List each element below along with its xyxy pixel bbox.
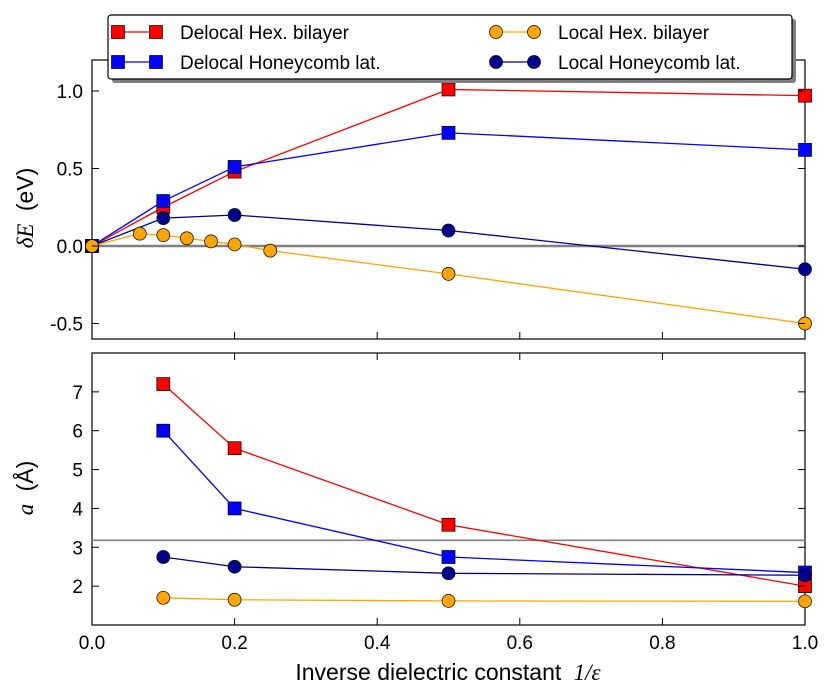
data-point-local-hex-bilayer (263, 243, 278, 258)
panel-bottom-series-delocal-hex-bilayer (156, 377, 812, 593)
panel-top-series-local-honeycomb-lat (85, 208, 812, 277)
data-point-delocal-hex-bilayer (441, 82, 456, 97)
x-tick-label: 1.0 (792, 633, 818, 654)
legend-label: Delocal Hex. bilayer (180, 23, 350, 44)
data-point-local-honeycomb-lat (227, 559, 242, 574)
series-line-local-honeycomb-lat (91, 214, 806, 270)
series-line-local-hex-bilayer (163, 597, 806, 602)
data-point-local-hex-bilayer (156, 590, 171, 605)
data-point-delocal-honeycomb-lat (798, 143, 812, 157)
panel-top-y-label-unit: (eV) (12, 168, 38, 211)
legend-entry-delocal-hex-bilayer: Delocal Hex. bilayer (111, 23, 350, 44)
panel-top-ytick-label: -0.5 (50, 315, 83, 336)
data-point-delocal-hex-bilayer (156, 377, 171, 391)
legend-marker (527, 25, 541, 39)
panel-bottom-series (156, 377, 812, 609)
panel-bottom: 7 6 5 4 3 2 0.0 0.2 0.4 0.6 0.8 1.0 a (Å) (11, 352, 818, 654)
panel-top-ytick-label: 0.5 (57, 160, 83, 181)
panel-bottom-ytick-label: 5 (72, 461, 83, 482)
panel-bottom-series-local-honeycomb-lat (156, 550, 812, 583)
data-point-local-honeycomb-lat (441, 223, 456, 238)
x-axis-label-math: 1/ε (574, 660, 602, 685)
data-point-delocal-honeycomb-lat (227, 160, 242, 174)
x-tick-label: 0.0 (79, 633, 105, 654)
data-point-delocal-hex-bilayer (441, 517, 456, 532)
legend: Delocal Hex. bilayer Local Hex. bilayer De… (107, 14, 796, 83)
data-point-local-honeycomb-lat (227, 208, 242, 222)
panel-top-y-label-math: δE (13, 224, 38, 249)
data-point-local-honeycomb-lat (441, 566, 456, 581)
panel-bottom-x-ticks: 0.0 0.2 0.4 0.6 0.8 1.0 (79, 353, 818, 654)
data-point-delocal-honeycomb-lat (156, 423, 171, 438)
panel-bottom-y-ticks: 7 6 5 4 3 2 (72, 383, 805, 598)
panel-top-x-ticks (91, 60, 806, 339)
data-point-delocal-honeycomb-lat (156, 194, 171, 208)
x-axis-label: Inverse dielectric constant 1/ε (295, 659, 601, 685)
data-point-delocal-honeycomb-lat (441, 125, 456, 140)
data-point-delocal-honeycomb-lat (227, 501, 242, 516)
data-point-local-honeycomb-lat (798, 568, 812, 583)
panel-top-frame (91, 59, 806, 340)
x-axis-label-text: Inverse dielectric constant (295, 659, 562, 685)
series-line-delocal-hex-bilayer (91, 88, 806, 247)
data-point-local-honeycomb-lat (798, 262, 812, 277)
data-point-delocal-hex-bilayer (798, 88, 812, 103)
legend-marker (489, 55, 503, 69)
legend-label: Local Honeycomb lat. (558, 53, 741, 74)
legend-box (107, 14, 793, 80)
legend-marker (527, 55, 541, 69)
data-point-local-hex-bilayer (798, 594, 812, 609)
legend-marker (111, 55, 125, 69)
legend-marker (111, 25, 125, 39)
data-point-local-hex-bilayer (441, 594, 456, 608)
panel-bottom-series-local-hex-bilayer (156, 590, 812, 609)
data-point-local-hex-bilayer (227, 237, 242, 252)
data-point-local-hex-bilayer (204, 234, 218, 249)
panel-bottom-ytick-label: 7 (72, 383, 83, 404)
panel-bottom-ytick-label: 4 (72, 499, 83, 520)
panel-bottom-ytick-label: 2 (72, 577, 83, 598)
legend-marker (149, 25, 163, 39)
panel-bottom-ytick-label: 6 (72, 422, 83, 443)
panel-top-y-label: δE (eV) (12, 168, 38, 249)
data-point-local-honeycomb-lat (156, 211, 171, 225)
panel-top-y-ticks: 1.0 0.5 0.0 -0.5 (50, 82, 805, 336)
x-tick-label: 0.6 (507, 633, 533, 654)
legend-entry-local-honeycomb-lat: Local Honeycomb lat. (489, 53, 741, 74)
panel-bottom-y-label-math: a (13, 504, 38, 516)
panel-bottom-frame (91, 352, 806, 626)
data-point-local-hex-bilayer (441, 267, 456, 281)
data-point-local-honeycomb-lat (156, 550, 171, 564)
series-line-delocal-hex-bilayer (162, 383, 806, 587)
panel-top-ytick-label: 0.0 (57, 237, 83, 258)
legend-marker (489, 25, 503, 39)
series-line-delocal-honeycomb-lat (162, 430, 806, 574)
panel-top-ytick-label: 1.0 (57, 82, 83, 103)
panel-top: 1.0 0.5 0.0 -0.5 δE (eV) (12, 59, 812, 340)
data-point-local-hex-bilayer (179, 231, 194, 246)
legend-label: Local Hex. bilayer (558, 23, 710, 44)
x-tick-label: 0.4 (364, 633, 391, 654)
legend-entry-delocal-honeycomb-lat: Delocal Honeycomb lat. (111, 53, 381, 74)
legend-label: Delocal Honeycomb lat. (180, 53, 381, 74)
panel-top-series (85, 82, 812, 331)
panel-bottom-y-label: a (Å) (11, 461, 38, 516)
data-point-delocal-hex-bilayer (227, 441, 242, 456)
series-line-local-honeycomb-lat (163, 556, 806, 576)
data-point-local-hex-bilayer (132, 226, 147, 241)
panel-bottom-y-label-unit: (Å) (11, 461, 38, 492)
panel-bottom-ytick-label: 3 (72, 538, 83, 559)
data-point-local-hex-bilayer (227, 592, 242, 607)
data-point-delocal-honeycomb-lat (441, 550, 456, 564)
x-tick-label: 0.2 (221, 633, 247, 654)
data-point-local-hex-bilayer (156, 228, 171, 242)
legend-entry-local-hex-bilayer: Local Hex. bilayer (489, 23, 710, 44)
legend-marker (149, 55, 163, 69)
x-tick-label: 0.8 (649, 633, 675, 654)
legend-entries: Delocal Hex. bilayer Local Hex. bilayer De… (111, 23, 741, 74)
panel-top-series-local-hex-bilayer (85, 226, 812, 331)
panel-bottom-series-delocal-honeycomb-lat (156, 423, 812, 580)
